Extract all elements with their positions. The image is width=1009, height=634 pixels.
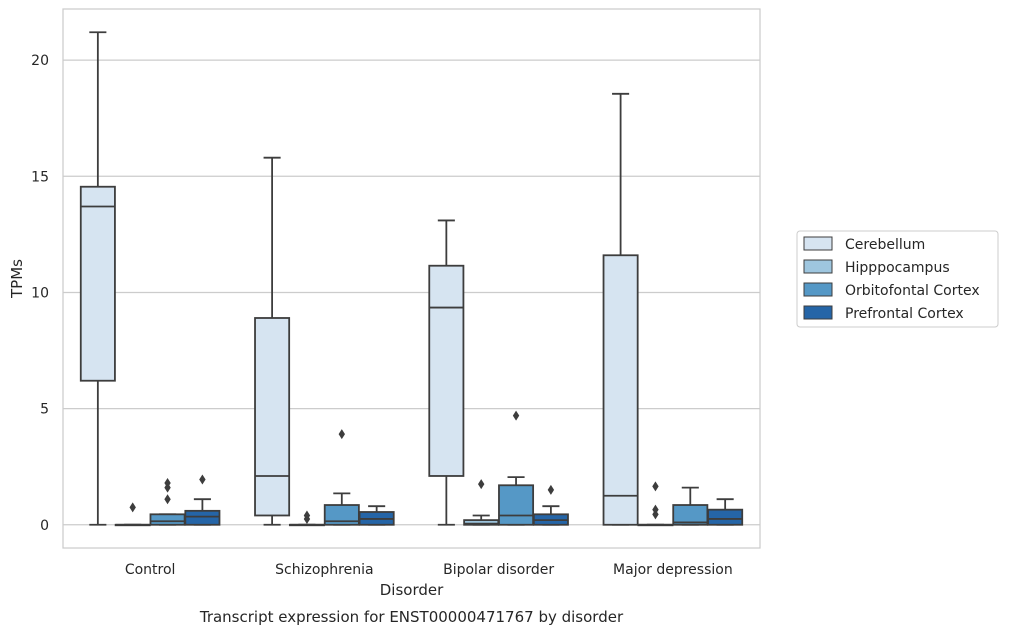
x-tick-label-1: Schizophrenia (275, 562, 373, 578)
legend-swatch-0 (803, 236, 833, 251)
box-rect (149, 513, 186, 526)
legend-label-0: Cerebellum (845, 237, 925, 253)
outlier-point (164, 477, 171, 488)
box-3-3 (707, 498, 744, 526)
outlier-point (338, 429, 345, 440)
box-rect (602, 254, 639, 526)
box-1-2 (323, 429, 360, 526)
outlier-point (652, 481, 659, 492)
outlier-point (199, 474, 206, 485)
x-tick-label-2: Bipolar disorder (443, 562, 554, 578)
category-group-1 (254, 156, 395, 527)
box-groups (79, 31, 744, 527)
y-tick-label-10: 10 (31, 285, 49, 301)
legend-label-2: Orbitofontal Cortex (845, 283, 980, 299)
y-axis-label: TPMs (8, 259, 26, 299)
legend-label-1: Hipppocampus (845, 260, 950, 276)
outlier-point (129, 502, 136, 513)
box-1-0 (254, 156, 291, 526)
x-tick-label-3: Major depression (613, 562, 733, 578)
box-2-1 (463, 479, 500, 526)
box-3-1 (637, 481, 674, 527)
legend-swatch-1 (803, 259, 833, 274)
box-1-3 (358, 505, 395, 526)
x-axis-label: Disorder (380, 581, 444, 599)
box-0-3 (184, 474, 221, 526)
y-axis-ticks: 0 5 10 15 20 (31, 53, 49, 534)
box-0-0 (79, 31, 116, 526)
outlier-point (303, 510, 311, 521)
box-rect (79, 185, 116, 382)
box-2-3 (532, 484, 569, 526)
y-tick-label-20: 20 (31, 53, 49, 69)
grid-lines (63, 59, 760, 526)
outlier-point (547, 484, 555, 495)
outlier-point (652, 504, 659, 515)
y-tick-label-0: 0 (40, 518, 49, 534)
plot-frame (62, 8, 761, 549)
outlier-point (512, 410, 520, 421)
box-rect (428, 264, 465, 477)
category-group-0 (79, 31, 221, 527)
legend-frame (796, 230, 999, 328)
box-0-2 (149, 477, 186, 526)
box-0-1 (114, 502, 151, 527)
y-tick-label-15: 15 (31, 169, 49, 185)
box-2-0 (428, 219, 465, 526)
legend-label-3: Prefrontal Cortex (845, 306, 964, 322)
box-3-0 (602, 92, 639, 526)
box-rect (498, 484, 535, 526)
legend-swatch-2 (803, 282, 833, 297)
box-1-1 (288, 510, 325, 527)
x-tick-label-0: Control (125, 562, 176, 578)
legend-swatch-3 (803, 305, 833, 320)
outlier-point (478, 479, 485, 490)
y-tick-label-5: 5 (40, 402, 49, 418)
box-rect (707, 508, 744, 526)
box-rect (254, 317, 291, 517)
outlier-point (164, 494, 171, 505)
box-2-2 (498, 410, 535, 526)
legend: Cerebellum Hipppocampus Orbitofontal Corte… (796, 230, 999, 328)
category-group-3 (602, 92, 744, 527)
category-group-2 (428, 219, 569, 526)
chart-caption: Transcript expression for ENST0000047176… (199, 608, 624, 626)
box-3-2 (672, 486, 709, 526)
box-rect (184, 509, 221, 526)
x-axis-ticks: Control Schizophrenia Bipolar disorder Majo… (125, 562, 733, 578)
